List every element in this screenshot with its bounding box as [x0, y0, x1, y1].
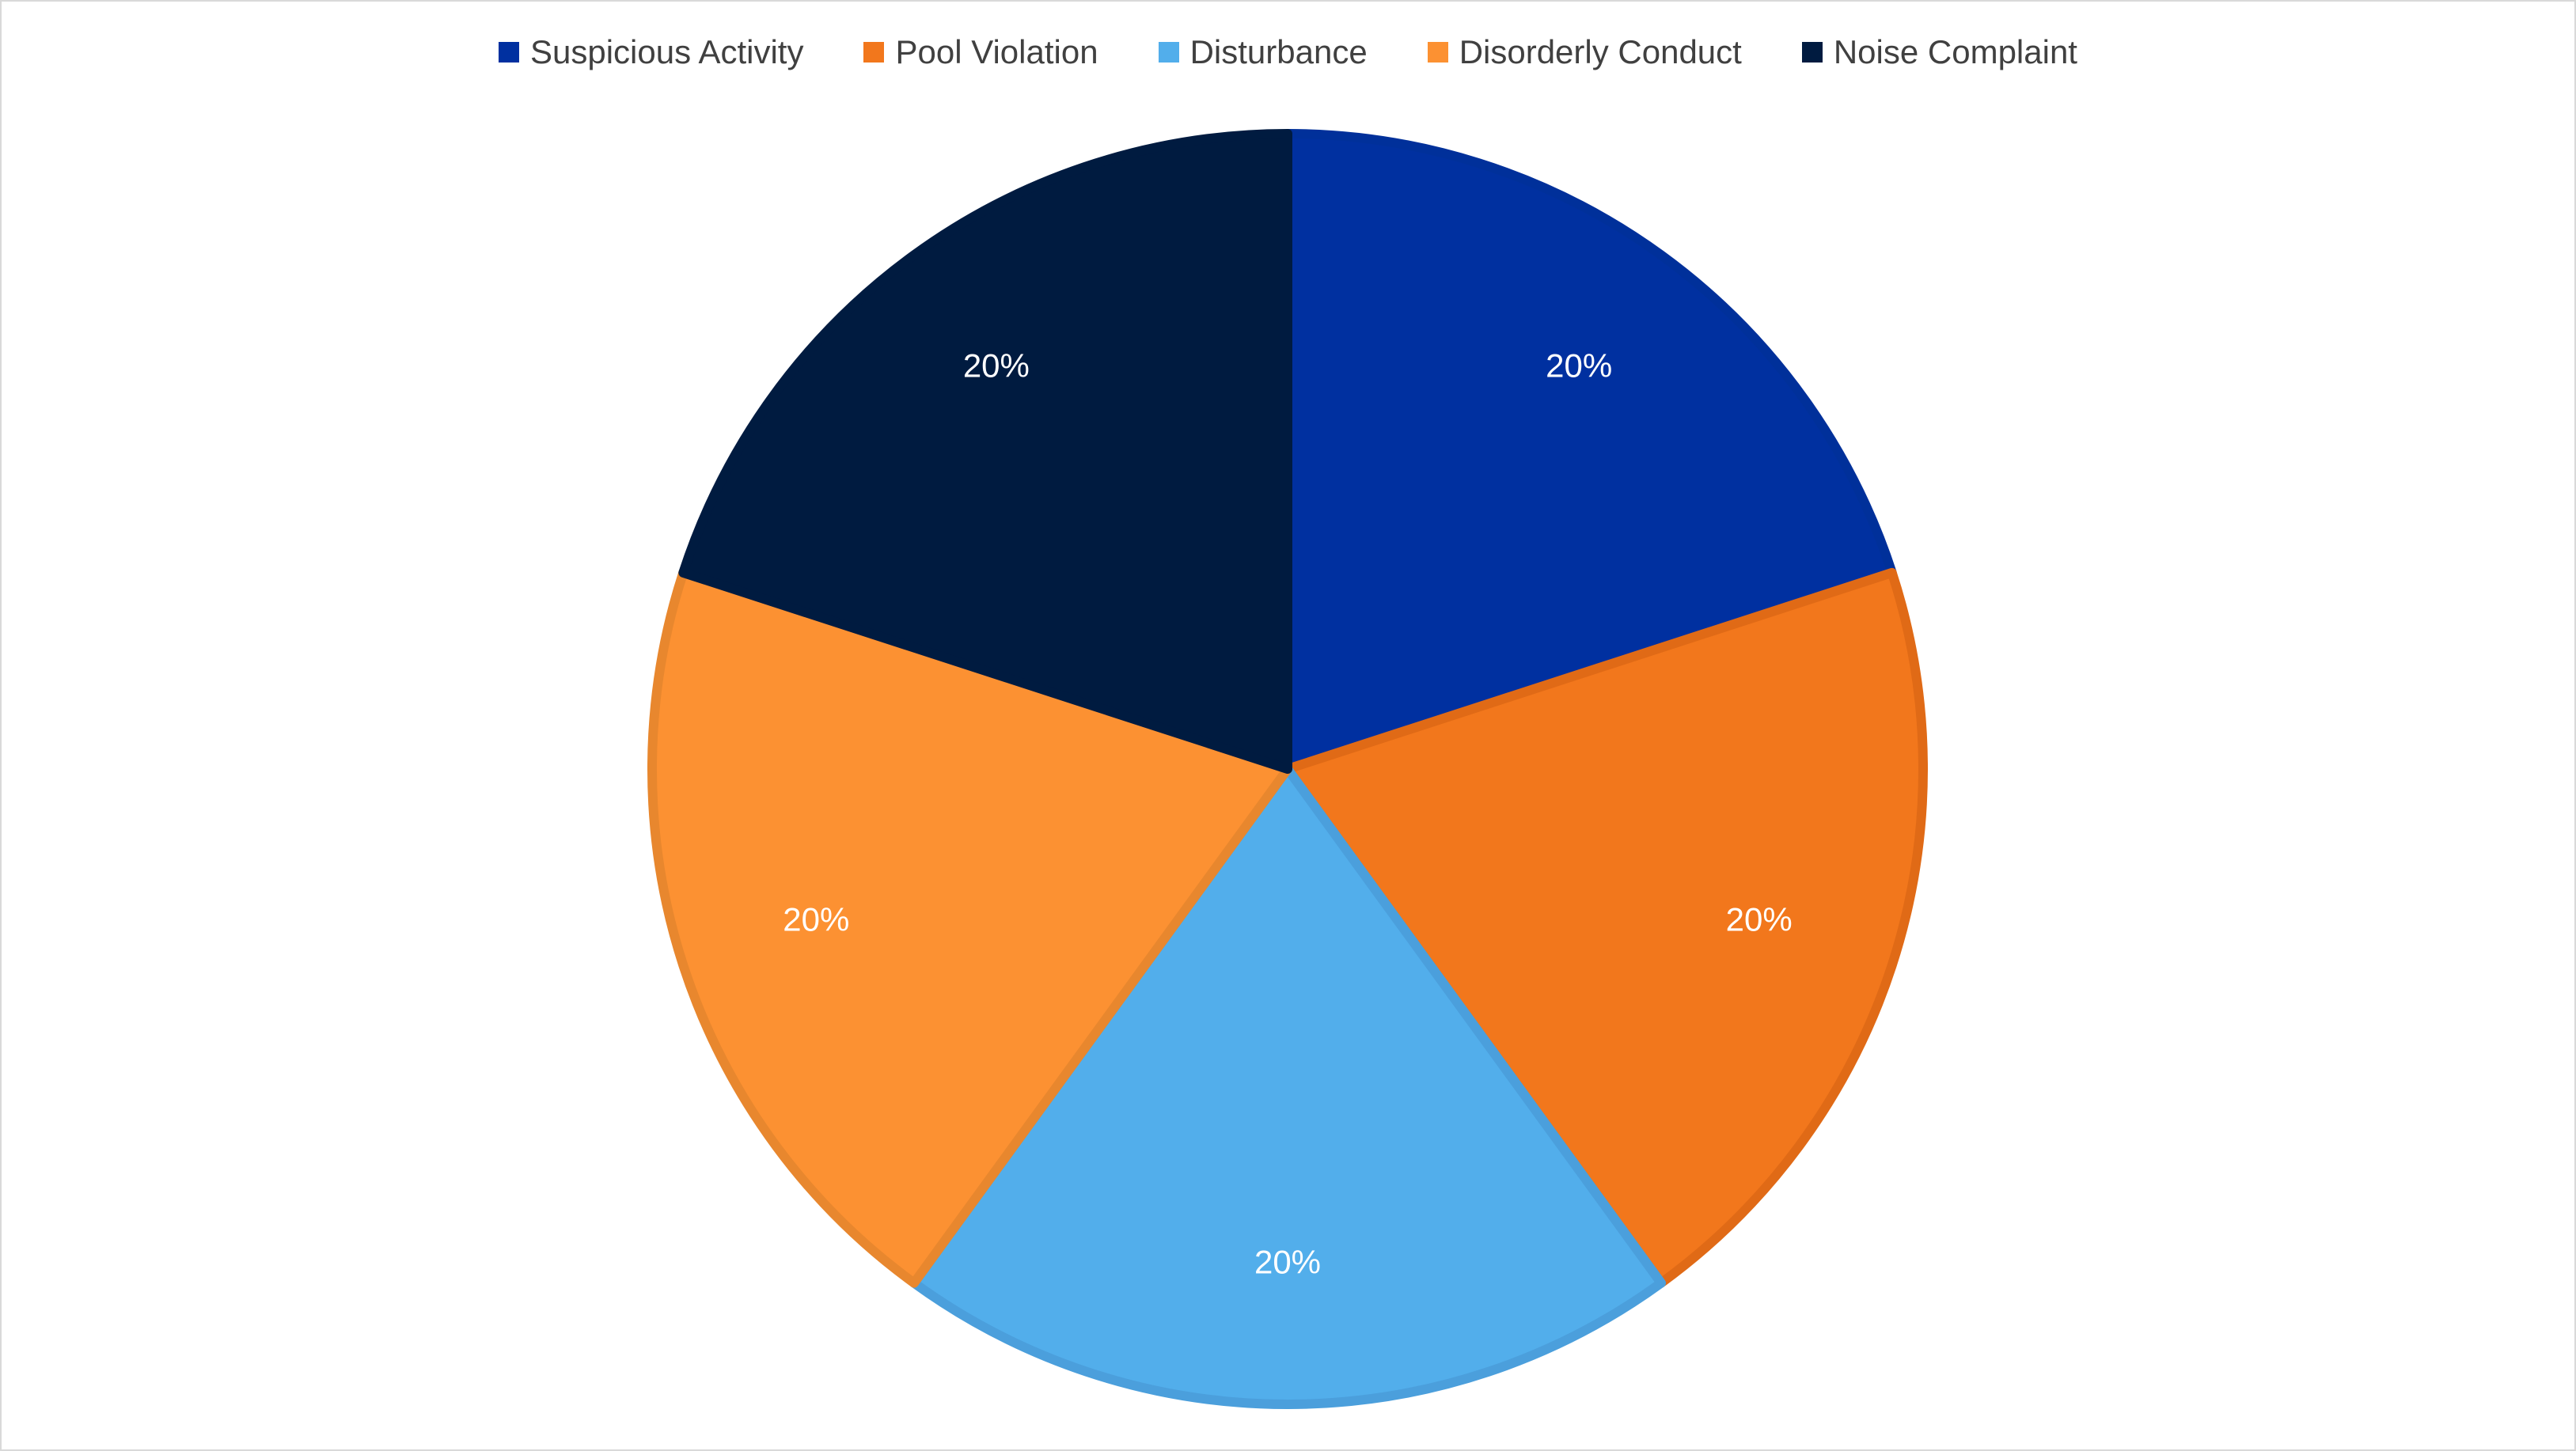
pie-slice-noise-complaint[interactable]	[678, 129, 1292, 774]
pie-slice-pool-violation[interactable]	[1283, 567, 1928, 1288]
legend-swatch	[1801, 42, 1823, 63]
pie-slice-suspicious-activity[interactable]	[1283, 129, 1897, 774]
legend-swatch	[1427, 42, 1448, 63]
legend-item-suspicious-activity[interactable]: Suspicious Activity	[499, 33, 803, 71]
data-label-suspicious-activity: 20%	[1546, 347, 1612, 384]
legend: Suspicious Activity Pool Violation Disturb…	[2, 33, 2574, 71]
data-label-noise-complaint: 20%	[963, 347, 1030, 384]
pie-slice-disorderly-conduct[interactable]	[647, 567, 1292, 1288]
pie-slice-disturbance[interactable]	[909, 764, 1666, 1409]
legend-label: Disturbance	[1189, 33, 1368, 70]
legend-item-pool-violation[interactable]: Pool Violation	[863, 33, 1098, 71]
legend-label: Suspicious Activity	[530, 33, 804, 70]
data-label-disorderly-conduct: 20%	[783, 901, 849, 938]
legend-swatch	[499, 42, 519, 63]
legend-swatch	[1158, 42, 1179, 63]
data-label-pool-violation: 20%	[1726, 901, 1793, 938]
data-label-disturbance: 20%	[1254, 1243, 1321, 1280]
legend-label: Pool Violation	[895, 33, 1098, 70]
legend-item-disorderly-conduct[interactable]: Disorderly Conduct	[1427, 33, 1742, 71]
legend-item-disturbance[interactable]: Disturbance	[1158, 33, 1368, 71]
legend-item-noise-complaint[interactable]: Noise Complaint	[1801, 33, 2077, 71]
legend-label: Disorderly Conduct	[1459, 33, 1742, 70]
legend-label: Noise Complaint	[1833, 33, 2077, 70]
legend-swatch	[863, 42, 885, 63]
